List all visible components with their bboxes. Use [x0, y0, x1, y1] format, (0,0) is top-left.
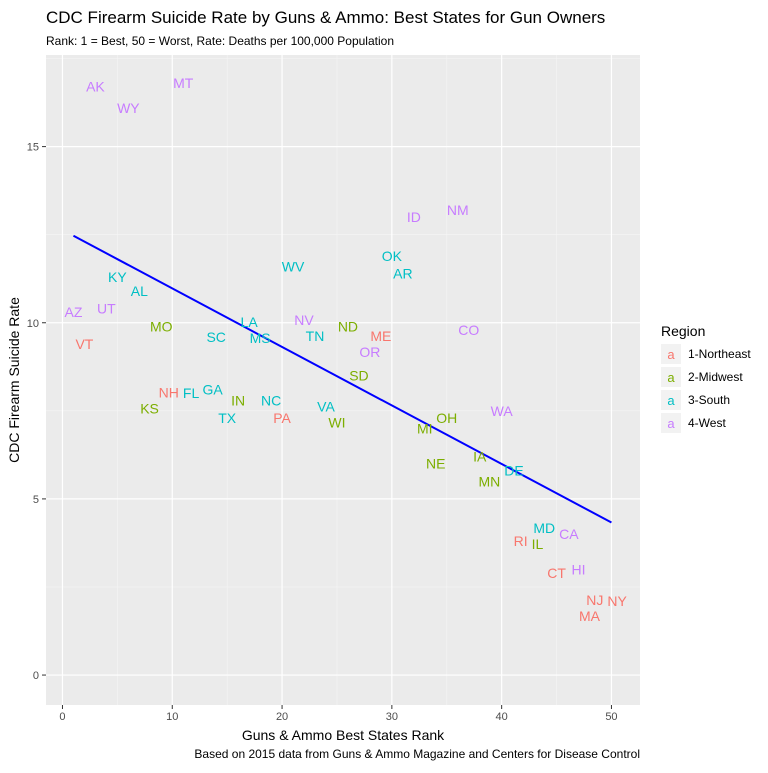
state-label-ia: IA [473, 449, 487, 465]
state-label-al: AL [131, 283, 148, 299]
legend-label: 4-West [688, 416, 726, 430]
x-axis-title: Guns & Ammo Best States Rank [242, 727, 445, 743]
y-tick-label: 5 [33, 494, 39, 506]
grid-lines [46, 55, 640, 705]
legend-key [661, 367, 681, 387]
legend-label: 1-Northeast [688, 347, 751, 361]
state-label-vt: VT [75, 336, 93, 352]
y-tick-label: 10 [27, 318, 39, 330]
state-label-md: MD [533, 520, 555, 536]
trend-line-group [72, 234, 612, 524]
legend-key-glyph: a [667, 416, 675, 431]
state-label-nj: NJ [586, 592, 603, 608]
state-label-sd: SD [349, 368, 368, 384]
state-label-mt: MT [173, 75, 194, 91]
state-label-mn: MN [478, 473, 500, 489]
legend-label: 3-South [688, 393, 730, 407]
x-tick-label: 10 [166, 711, 178, 723]
state-label-nv: NV [294, 312, 314, 328]
chart-subtitle: Rank: 1 = Best, 50 = Worst, Rate: Deaths… [46, 34, 394, 48]
x-tick-label: 40 [496, 711, 508, 723]
state-label-ma: MA [579, 608, 601, 624]
state-label-sc: SC [206, 329, 225, 345]
y-axis-title: CDC Firearm Suicide Rate [6, 297, 22, 463]
x-tick-label: 50 [605, 711, 617, 723]
state-label-ri: RI [514, 533, 528, 549]
state-label-mi: MI [417, 420, 433, 436]
legend-key-glyph: a [667, 393, 675, 408]
x-tick-label: 20 [276, 711, 288, 723]
state-label-in: IN [231, 392, 245, 408]
state-label-ne: NE [426, 456, 445, 472]
state-label-tn: TN [306, 328, 325, 344]
legend-label: 2-Midwest [688, 370, 743, 384]
state-label-me: ME [370, 328, 391, 344]
state-label-la: LA [241, 314, 259, 330]
state-label-wa: WA [491, 403, 514, 419]
legend: Region a 1-Northeast a 2-Midwest a 3-South a 4-… [661, 323, 751, 433]
state-label-ks: KS [140, 400, 159, 416]
state-label-nc: NC [261, 392, 281, 408]
state-label-fl: FL [183, 385, 200, 401]
state-label-pa: PA [273, 410, 291, 426]
state-label-nh: NH [159, 384, 179, 400]
state-label-mo: MO [150, 318, 173, 334]
state-label-nd: ND [338, 318, 358, 334]
state-label-ak: AK [86, 79, 105, 95]
state-label-oh: OH [436, 410, 457, 426]
legend-key [661, 344, 681, 364]
state-label-il: IL [532, 536, 544, 552]
state-label-va: VA [317, 398, 335, 414]
state-label-ct: CT [547, 565, 566, 581]
state-label-de: DE [504, 463, 523, 479]
state-label-id: ID [407, 209, 421, 225]
state-label-tx: TX [218, 410, 237, 426]
chart-caption: Based on 2015 data from Guns & Ammo Maga… [194, 747, 640, 761]
state-label-co: CO [458, 322, 479, 338]
state-label-ca: CA [559, 526, 579, 542]
x-tick-label: 30 [386, 711, 398, 723]
state-label-ok: OK [382, 248, 403, 264]
y-tick-label: 0 [33, 670, 39, 682]
state-label-ga: GA [202, 382, 223, 398]
state-label-wi: WI [328, 414, 345, 430]
state-label-wy: WY [117, 100, 140, 116]
state-label-ky: KY [108, 269, 127, 285]
state-label-ms: MS [250, 330, 271, 346]
state-label-ar: AR [393, 265, 412, 281]
state-label-wv: WV [282, 258, 305, 274]
axes: 0 10 20 30 40 50 0 5 10 15 [27, 142, 618, 723]
x-tick-label: 0 [59, 711, 65, 723]
legend-key [661, 413, 681, 433]
state-label-hi: HI [572, 561, 586, 577]
state-label-nm: NM [447, 202, 469, 218]
legend-key-glyph: a [667, 347, 675, 362]
legend-key-glyph: a [667, 370, 675, 385]
state-label-or: OR [359, 344, 380, 360]
y-tick-label: 15 [27, 142, 39, 154]
legend-key [661, 390, 681, 410]
state-label-ut: UT [97, 301, 116, 317]
legend-title: Region [661, 323, 705, 339]
chart-title: CDC Firearm Suicide Rate by Guns & Ammo:… [46, 8, 605, 27]
trend-line [72, 234, 612, 524]
state-label-az: AZ [65, 304, 83, 320]
state-label-ny: NY [607, 593, 627, 609]
